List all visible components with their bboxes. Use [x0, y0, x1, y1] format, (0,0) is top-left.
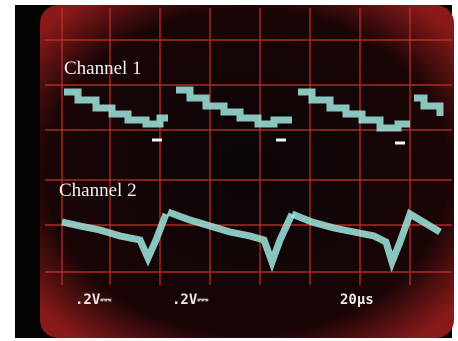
- channel-2-label: Channel 2: [59, 180, 137, 201]
- oscilloscope-photo: Channel 1 Channel 2 .2V⎓ .2V⎓ 20µs: [0, 0, 458, 341]
- screen: [40, 5, 454, 338]
- ch1-scale: .2V⎓: [75, 292, 112, 308]
- ch2-scale: .2V⎓: [172, 292, 209, 308]
- channel-1-label: Channel 1: [64, 58, 142, 79]
- timebase: 20µs: [340, 292, 374, 308]
